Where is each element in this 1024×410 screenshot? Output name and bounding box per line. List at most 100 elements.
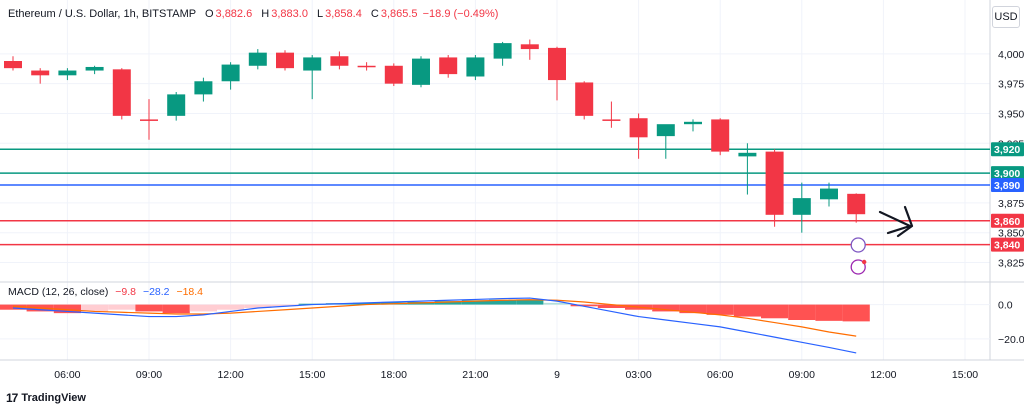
price-level-label: 3,890 (994, 180, 1020, 192)
price-tick-label: 3,975 (998, 79, 1024, 91)
candle-body (629, 118, 648, 138)
macd-histogram-bar (189, 304, 217, 312)
time-tick-label: 12:00 (870, 369, 896, 381)
candle-body (276, 52, 294, 69)
event-dot-icon (862, 259, 867, 265)
macd-histogram-bar (0, 304, 27, 310)
macd-legend: MACD (12, 26, close) −9.8 −28.2 −18.4 (8, 286, 203, 298)
close-label: C (370, 8, 379, 20)
price-level-tag (991, 237, 1024, 252)
macd-histogram-bar (652, 304, 680, 312)
macd-hist-value: −9.8 (115, 286, 137, 298)
macd-histogram-bar (842, 304, 870, 322)
candle-body (575, 82, 594, 116)
arrow-annotation-icon (878, 205, 914, 238)
candle-body (548, 47, 566, 81)
candle-body (31, 70, 50, 76)
candle-body (765, 151, 784, 215)
macd-histogram-bar (761, 304, 789, 319)
candle-body (330, 56, 349, 66)
candle-body (792, 198, 811, 215)
macd-histogram-bar (53, 304, 81, 314)
price-tick-label: 3,850 (998, 228, 1024, 240)
macd-histogram-bar (271, 304, 299, 307)
change-value: −18.9 (−0.49%) (422, 8, 499, 20)
macd-histogram-bar (706, 304, 734, 315)
macd-histogram-bar (679, 304, 707, 314)
macd-histogram-bar (353, 302, 381, 305)
candle-body (520, 44, 539, 50)
price-level-label: 3,840 (994, 240, 1020, 252)
candle-body (112, 69, 131, 116)
price-level-tag (991, 213, 1024, 228)
candle-body (384, 65, 403, 84)
macd-histogram-bar (244, 304, 272, 308)
time-tick-label: 09:00 (789, 369, 815, 381)
macd-histogram-bar (788, 304, 816, 320)
lightning-event-icon (850, 259, 866, 275)
macd-histogram-bar (815, 304, 843, 321)
price-level-tag (991, 166, 1024, 181)
candle-body (140, 119, 158, 121)
candle-body (58, 70, 77, 76)
candle-body (248, 52, 267, 66)
tradingview-mark-icon: 17 (6, 391, 18, 405)
time-tick-label: 15:00 (299, 369, 325, 381)
macd-histogram-bar (81, 304, 109, 312)
time-tick-label: 9 (554, 369, 560, 381)
price-tick-label: 4,000 (998, 49, 1024, 61)
time-tick-label: 12:00 (217, 369, 243, 381)
candle-body (439, 57, 458, 75)
high-label: H (261, 8, 270, 20)
macd-histogram-bar (570, 304, 598, 307)
time-tick-label: 15:00 (952, 369, 978, 381)
macd-histogram-bar (461, 300, 489, 305)
candle-body (656, 124, 675, 137)
symbol-title: Ethereum / U.S. Dollar, 1h, BITSTAMP (8, 8, 196, 20)
macd-histogram-bar (135, 304, 163, 312)
macd-histogram-bar (516, 299, 544, 305)
price-level-tag (991, 178, 1024, 192)
macd-histogram-bar (597, 304, 625, 308)
macd-histogram-bar (162, 304, 190, 314)
symbol-legend: Ethereum / U.S. Dollar, 1h, BITSTAMP O 3,… (8, 8, 498, 20)
macd-signal-value: −18.4 (176, 286, 204, 298)
currency-button[interactable]: USD (992, 6, 1020, 28)
candle-body (493, 43, 512, 59)
candle-body (738, 152, 757, 157)
high-value: 3,883.0 (271, 8, 308, 20)
candle-body (167, 94, 186, 116)
candle-body (466, 57, 485, 77)
time-tick-label: 06:00 (54, 369, 80, 381)
price-level-tag (991, 142, 1024, 157)
open-value: 3,882.6 (215, 8, 253, 20)
low-label: L (317, 8, 324, 20)
candle-body (820, 188, 838, 200)
ai-event-icon (850, 237, 866, 253)
candle-body (357, 65, 376, 68)
candle-body (847, 193, 866, 215)
candle-body (412, 58, 430, 85)
macd-title: MACD (12, 26, close) (8, 286, 109, 298)
time-tick-label: 03:00 (625, 369, 651, 381)
macd-line-value: −28.2 (142, 286, 170, 298)
macd-tick-label: 0.0 (998, 300, 1013, 312)
price-level-label: 3,920 (994, 144, 1020, 156)
candle-body (303, 57, 322, 71)
candle-body (684, 121, 702, 125)
macd-histogram-bar (217, 304, 245, 310)
macd-line (12, 297, 857, 354)
candle-body (221, 64, 240, 82)
price-tick-label: 3,875 (998, 198, 1024, 210)
time-tick-label: 21:00 (462, 369, 488, 381)
low-value: 3,858.4 (325, 8, 362, 20)
macd-histogram-bar (434, 301, 462, 305)
tradingview-logo[interactable]: 17 TradingView (6, 391, 86, 405)
candle-body (85, 66, 104, 71)
candle-body (602, 119, 621, 121)
price-tick-label: 3,950 (998, 108, 1024, 120)
macd-tick-label: −20.0 (998, 334, 1024, 346)
macd-signal-line (12, 299, 857, 337)
candle-body (4, 61, 22, 69)
